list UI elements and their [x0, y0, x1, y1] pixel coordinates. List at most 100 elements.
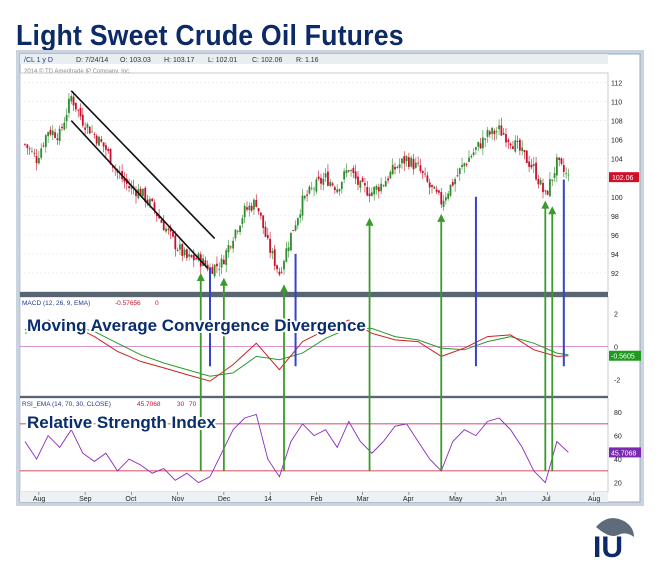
candle-body: [350, 170, 352, 172]
candles: [24, 91, 570, 279]
candle-body: [479, 143, 482, 149]
price-tick: 106: [611, 138, 623, 145]
candle-body: [410, 157, 413, 167]
candle-body: [185, 249, 188, 258]
x-tick-label: 14: [264, 496, 272, 503]
candle-body: [333, 187, 336, 191]
candle-body: [470, 155, 473, 158]
x-tick-label: Apr: [403, 496, 415, 503]
candle-body: [387, 178, 389, 181]
candle-body: [144, 187, 147, 202]
candle-body: [373, 187, 376, 195]
candle-body: [484, 138, 487, 140]
candle-body: [276, 265, 278, 270]
green-arrow-head-4: [437, 213, 446, 222]
header-strip: [20, 54, 608, 64]
candle-body: [313, 188, 315, 190]
candle-body: [477, 141, 480, 147]
candle-body: [58, 128, 61, 141]
candle-body: [213, 264, 216, 277]
candle-body: [74, 102, 77, 110]
rsi-overlay-title-halo: Relative Strength Index: [27, 413, 216, 432]
candle-body: [250, 205, 253, 211]
green-arrow-head-0: [196, 272, 205, 281]
candle-body: [86, 124, 89, 128]
candle-body: [320, 177, 322, 184]
candle-body: [253, 199, 255, 210]
candle-body: [451, 182, 454, 186]
candle-body: [546, 190, 549, 195]
candle-body: [65, 115, 68, 122]
candle-body: [234, 229, 237, 239]
x-tick-label: Mar: [357, 496, 370, 503]
green-arrow-head-5: [541, 200, 550, 209]
candle-body: [502, 133, 505, 135]
price-tick: 94: [611, 252, 619, 259]
candle-body: [528, 161, 531, 167]
price-tick: 98: [611, 214, 619, 221]
candle-body: [518, 139, 521, 151]
candle-body: [290, 232, 292, 251]
candle-body: [229, 246, 232, 248]
candle-body: [444, 197, 447, 201]
candle-body: [91, 131, 93, 133]
ohlc-0: D: 7/24/14: [76, 57, 108, 64]
candle-body: [435, 189, 438, 192]
candle-body: [419, 165, 422, 172]
green-arrow-head-3: [365, 217, 374, 226]
candle-body: [51, 130, 54, 136]
x-tick-label: Jun: [495, 496, 506, 503]
candle-body: [488, 131, 491, 135]
candle-body: [68, 98, 70, 114]
candle-body: [174, 235, 177, 250]
candle-body: [197, 253, 200, 261]
candle-body: [128, 186, 130, 189]
candle-body: [130, 186, 133, 189]
candle-body: [181, 244, 184, 256]
candle-body: [37, 158, 40, 164]
candle-body: [537, 178, 540, 185]
macd-tick: 0: [614, 345, 618, 352]
candle-body: [523, 150, 526, 153]
candle-body: [380, 183, 383, 192]
candle-body: [81, 114, 84, 126]
candle-body: [241, 218, 244, 224]
green-arrow-head-1: [219, 277, 228, 286]
x-tick-label: Feb: [310, 496, 322, 503]
candle-body: [407, 157, 410, 167]
candle-body: [135, 189, 137, 197]
candle-body: [296, 218, 299, 226]
price-tick: 112: [611, 81, 622, 88]
rsi-tick: 60: [614, 434, 622, 441]
candle-body: [54, 132, 56, 138]
candle-body: [139, 188, 142, 197]
candle-body: [100, 139, 103, 142]
candle-body: [204, 260, 207, 265]
candle-body: [412, 158, 415, 170]
candle-body: [232, 240, 235, 249]
macd-badge-text: -0.5605: [611, 354, 635, 361]
candle-body: [257, 208, 260, 212]
candle-body: [227, 245, 230, 253]
candle-body: [151, 198, 154, 202]
candle-body: [347, 170, 350, 172]
candle-body: [88, 126, 91, 134]
candle-body: [153, 202, 156, 211]
candle-body: [44, 135, 47, 147]
candle-body: [364, 183, 366, 186]
green-arrow-head-2: [280, 284, 288, 293]
candle-body: [403, 156, 406, 164]
candle-body: [505, 134, 507, 143]
candle-body: [33, 152, 36, 154]
candle-body: [160, 219, 163, 223]
candle-body: [465, 164, 468, 165]
candle-body: [283, 261, 285, 270]
candle-body: [542, 182, 544, 193]
candle-body: [394, 166, 396, 170]
candle-body: [493, 130, 496, 135]
candle-body: [105, 145, 107, 150]
x-tick-label: May: [449, 496, 463, 503]
candle-body: [375, 185, 378, 190]
